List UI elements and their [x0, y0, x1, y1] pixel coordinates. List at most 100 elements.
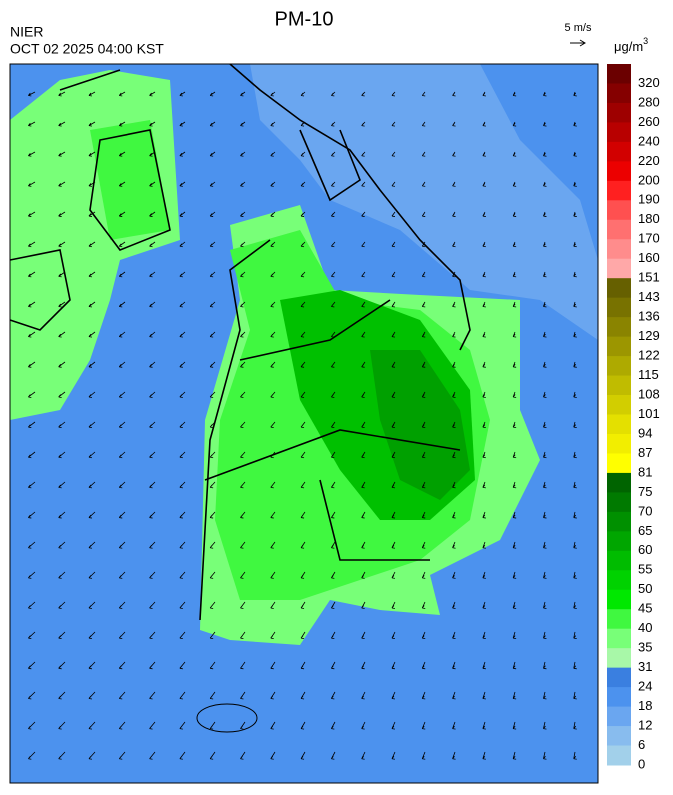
- legend-swatch: [607, 297, 631, 318]
- wind-arrow: [482, 481, 486, 489]
- wind-arrow: [149, 271, 156, 278]
- wind-arrow: [331, 391, 336, 398]
- wind-arrow: [179, 661, 186, 670]
- wind-arrow: [482, 181, 486, 187]
- wind-arrow: [270, 151, 276, 157]
- wind-arrow: [573, 211, 577, 217]
- wind-arrow: [149, 511, 156, 519]
- wind-arrow: [331, 211, 336, 217]
- wind-arrow: [240, 331, 246, 338]
- wind-arrow: [118, 511, 126, 519]
- wind-arrow: [543, 361, 547, 368]
- wind-arrow: [149, 721, 156, 730]
- legend-label: 75: [638, 484, 652, 499]
- legend-swatch: [607, 141, 631, 162]
- wind-arrow: [391, 181, 396, 187]
- wind-arrow: [300, 301, 306, 308]
- wind-arrow: [512, 721, 517, 730]
- wind-arrow: [391, 481, 396, 489]
- wind-arrow: [361, 151, 366, 157]
- wind-arrow: [482, 301, 486, 308]
- legend-swatch: [607, 239, 631, 260]
- wind-arrow: [28, 421, 36, 429]
- wind-arrow: [270, 691, 276, 700]
- wind-arrow: [543, 301, 547, 308]
- wind-arrow: [421, 391, 426, 398]
- legend-label: 143: [638, 289, 660, 304]
- wind-arrow: [331, 331, 336, 338]
- wind-arrow: [421, 571, 426, 579]
- wind-arrow: [88, 211, 96, 217]
- wind-arrow: [88, 361, 96, 368]
- legend-swatch: [607, 356, 631, 377]
- wind-arrow: [270, 541, 276, 549]
- wind-arrow: [512, 541, 517, 549]
- wind-arrow: [88, 541, 96, 549]
- wind-arrow: [361, 271, 366, 278]
- wind-arrow: [361, 631, 366, 640]
- wind-arrow: [573, 601, 577, 609]
- unit-superscript: 3: [643, 36, 648, 46]
- wind-arrow: [209, 211, 216, 217]
- wind-arrow: [421, 751, 426, 760]
- wind-arrow: [118, 481, 126, 489]
- wind-arrow: [58, 181, 66, 187]
- wind-arrow: [179, 241, 186, 248]
- legend-swatch: [607, 317, 631, 338]
- wind-arrow: [118, 241, 126, 248]
- legend-swatch: [607, 550, 631, 571]
- wind-arrow: [28, 721, 36, 730]
- wind-arrow: [330, 721, 336, 730]
- wind-arrow: [421, 121, 426, 127]
- wind-arrow: [58, 271, 66, 278]
- wind-arrow: [28, 331, 36, 338]
- legend-swatch: [607, 433, 631, 454]
- wind-arrow: [331, 421, 336, 429]
- legend-swatch: [607, 667, 631, 688]
- legend-label: 6: [638, 737, 645, 752]
- wind-arrow: [209, 301, 216, 308]
- wind-arrow: [88, 91, 96, 97]
- wind-arrow: [240, 181, 246, 187]
- wind-arrow: [482, 511, 486, 519]
- wind-arrow: [28, 301, 36, 308]
- wind-arrow: [391, 661, 396, 670]
- legend-label: 45: [638, 601, 652, 616]
- wind-arrow: [573, 661, 577, 670]
- wind-arrow: [391, 241, 396, 248]
- wind-arrow: [452, 391, 456, 398]
- wind-arrow: [28, 91, 36, 97]
- wind-arrow: [331, 601, 336, 609]
- wind-arrow: [240, 601, 246, 609]
- legend-swatch: [607, 570, 631, 591]
- legend-label: 0: [638, 756, 645, 771]
- wind-arrow: [512, 601, 517, 609]
- wind-arrow: [209, 601, 216, 609]
- wind-arrow: [361, 211, 366, 217]
- wind-arrow: [179, 601, 186, 609]
- wind-arrow: [28, 661, 36, 670]
- wind-arrow: [543, 751, 547, 760]
- wind-arrow: [179, 421, 186, 429]
- wind-arrow: [209, 691, 216, 700]
- map-frame: [9, 63, 599, 784]
- wind-arrow: [512, 301, 517, 308]
- wind-arrow: [240, 571, 246, 579]
- wind-arrow: [573, 271, 577, 278]
- legend-swatch: [607, 531, 631, 552]
- wind-arrow: [240, 211, 246, 217]
- wind-arrow: [179, 721, 186, 730]
- wind-arrow: [391, 691, 396, 700]
- legend-label: 122: [638, 348, 660, 363]
- wind-arrow: [270, 421, 276, 429]
- wind-arrow: [270, 301, 276, 308]
- wind-arrow: [240, 421, 246, 429]
- legend-unit: μg/m3: [614, 36, 648, 54]
- wind-arrow: [573, 691, 577, 700]
- legend-label: 240: [638, 133, 660, 148]
- wind-arrow: [88, 451, 96, 459]
- wind-arrow: [58, 691, 66, 700]
- wind-arrow: [88, 721, 96, 730]
- wind-arrow: [118, 571, 126, 579]
- wind-arrow: [512, 421, 517, 429]
